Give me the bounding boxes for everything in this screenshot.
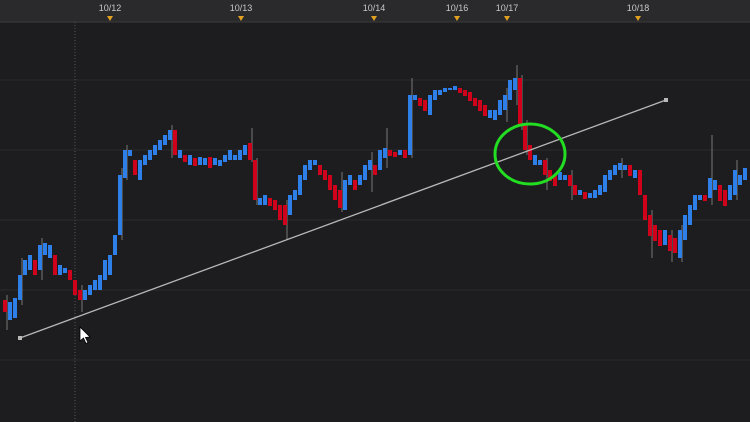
down-candles	[3, 78, 727, 312]
date-label: 10/12	[99, 3, 122, 13]
date-axis: 10/12 10/13 10/14 10/16 10/17 10/18	[99, 3, 650, 21]
date-label: 10/16	[446, 3, 469, 13]
date-label: 10/17	[496, 3, 519, 13]
trend-line-handle[interactable]	[18, 336, 22, 340]
time-bar	[0, 0, 750, 22]
mouse-cursor	[79, 326, 91, 345]
highlight-circle	[493, 122, 567, 186]
trend-line-handle[interactable]	[664, 98, 668, 102]
trend-line[interactable]	[19, 99, 667, 339]
date-label: 10/14	[363, 3, 386, 13]
date-marker	[107, 16, 641, 21]
date-label: 10/13	[230, 3, 253, 13]
date-label: 10/18	[627, 3, 650, 13]
